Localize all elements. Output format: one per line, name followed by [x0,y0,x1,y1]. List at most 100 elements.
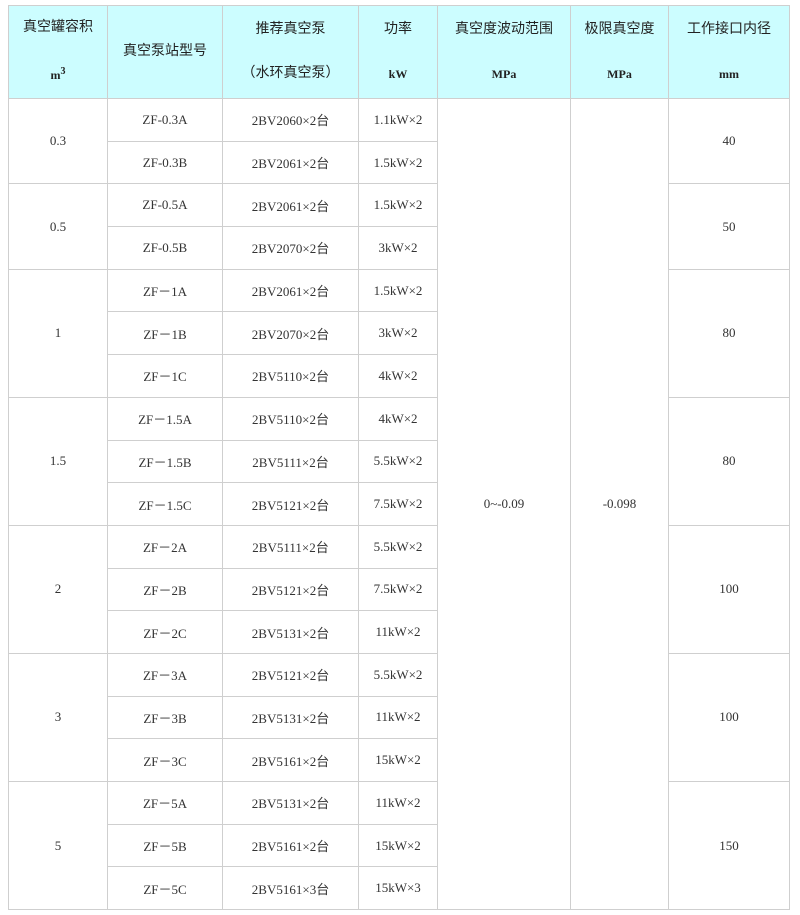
header-pump: 推荐真空泵 （水环真空泵） [222,5,359,99]
header-row: 真空罐容积 m3 真空泵站型号 推荐真空泵 （水环真空泵） 功率 kW 真空度波动范围… [8,5,790,99]
model-cell: ZF－5B [107,823,223,868]
table-row: ZF－1.5B 2BV5111×2台 5.5kW×2 [9,439,790,484]
table-row: ZF-0.3B 2BV2061×2台 1.5kW×2 [9,140,790,185]
diameter-cell: 100 [668,652,790,783]
pump-cell: 2BV5131×2台 [222,610,359,654]
header-volume: 真空罐容积 m3 [8,5,108,99]
header-diameter: 工作接口内径 mm [668,5,790,99]
header-power: 功率 kW [358,5,438,99]
pump-cell: 2BV2060×2台 [222,98,359,142]
power-cell: 4kW×2 [358,396,438,441]
power-cell: 1.1kW×2 [358,98,438,142]
volume-cell: 1.5 [8,396,108,526]
table-row: ZF－5B 2BV5161×2台 15kW×2 [9,823,790,868]
power-cell: 1.5kW×2 [358,268,438,313]
power-cell: 1.5kW×2 [358,140,438,185]
pump-cell: 2BV5121×2台 [222,567,359,612]
model-cell: ZF－3A [107,652,223,697]
power-cell: 7.5kW×2 [358,482,438,526]
pump-cell: 2BV5161×3台 [222,866,359,911]
ultimate-vacuum-cell: -0.098 [570,97,669,911]
model-cell: ZF-0.5A [107,183,223,228]
pump-cell: 2BV5111×2台 [222,439,359,484]
model-cell: ZF－2C [107,610,223,654]
pump-cell: 2BV5121×2台 [222,652,359,697]
pump-cell: 2BV5161×2台 [222,823,359,868]
volume-cell: 3 [8,652,108,783]
table-row: 1 ZF－1A 2BV2061×2台 1.5kW×2 80 [8,268,790,398]
pump-cell: 2BV5131×2台 [222,695,359,740]
power-cell: 11kW×2 [358,781,438,825]
diameter-cell: 80 [668,268,790,398]
volume-cell: 0.5 [8,183,108,270]
diameter-cell: 150 [668,780,790,911]
power-cell: 4kW×2 [358,354,438,398]
table-row: ZF－1C 2BV5110×2台 4kW×2 [9,354,790,398]
pump-cell: 2BV2070×2台 [222,311,359,356]
power-cell: 7.5kW×2 [358,567,438,612]
diameter-cell: 50 [668,183,790,270]
table-row: ZF－3C 2BV5161×2台 15kW×2 [9,738,790,782]
table-row: ZF－1.5C 2BV5121×2台 7.5kW×2 [9,482,790,526]
model-cell: ZF－5A [107,781,223,825]
power-cell: 11kW×2 [358,610,438,654]
model-cell: ZF－1A [107,268,223,313]
power-cell: 5.5kW×2 [358,439,438,484]
model-cell: ZF－1C [107,354,223,398]
table-row: ZF－5C 2BV5161×3台 15kW×3 [9,866,790,911]
power-cell: 11kW×2 [358,695,438,740]
diameter-cell: 80 [668,396,790,526]
power-cell: 15kW×2 [358,823,438,868]
table-row: 1.5 ZF－1.5A 2BV5110×2台 4kW×2 80 [8,396,790,526]
pump-cell: 2BV5161×2台 [222,738,359,782]
model-cell: ZF-0.5B [107,226,223,270]
volume-cell: 0.3 [8,97,108,185]
pump-cell: 2BV5131×2台 [222,781,359,825]
power-cell: 3kW×2 [358,311,438,356]
vacuum-range-cell: 0~-0.09 [437,97,571,911]
model-cell: ZF－3C [107,738,223,782]
pump-cell: 2BV5111×2台 [222,524,359,569]
model-cell: ZF－5C [107,866,223,911]
pump-cell: 2BV5110×2台 [222,396,359,441]
diameter-cell: 100 [668,524,790,654]
power-cell: 1.5kW×2 [358,183,438,228]
model-cell: ZF-0.3A [107,98,223,142]
table-row: 2 ZF－2A 2BV5111×2台 5.5kW×2 100 [8,524,790,654]
volume-cell: 2 [8,524,108,654]
header-range: 真空度波动范围 MPa [437,5,571,99]
table-row: 3 ZF－3A 2BV5121×2台 5.5kW×2 100 [8,652,790,783]
power-cell: 3kW×2 [358,226,438,270]
table-row: 0.5 ZF-0.5A 2BV2061×2台 1.5kW×2 50 [8,183,790,270]
model-cell: ZF－1B [107,311,223,356]
model-cell: ZF－3B [107,695,223,740]
vacuum-pump-station-spec-table: 真空罐容积 m3 真空泵站型号 推荐真空泵 （水环真空泵） 功率 kW 真空度波动范围… [8,5,790,911]
table-row: 0.3 ZF-0.3A 2BV2060×2台 1.1kW×2 0~-0.09 -0.098… [8,97,790,911]
table-row: ZF－1B 2BV2070×2台 3kW×2 [9,311,790,356]
volume-cell: 5 [8,780,108,911]
model-cell: ZF－1.5C [107,482,223,526]
pump-cell: 2BV2061×2台 [222,268,359,313]
model-cell: ZF－2A [107,524,223,569]
pump-cell: 2BV5121×2台 [222,482,359,526]
pump-cell: 2BV2061×2台 [222,140,359,185]
table-row: ZF－2B 2BV5121×2台 7.5kW×2 [9,567,790,612]
pump-cell: 2BV2061×2台 [222,183,359,228]
volume-cell: 1 [8,268,108,398]
table-row: ZF－3B 2BV5131×2台 11kW×2 [9,695,790,740]
header-ultimate: 极限真空度 MPa [570,5,669,99]
table-row: ZF-0.5B 2BV2070×2台 3kW×2 [9,226,790,270]
model-cell: ZF-0.3B [107,140,223,185]
header-model: 真空泵站型号 [107,5,223,99]
pump-cell: 2BV5110×2台 [222,354,359,398]
pump-cell: 2BV2070×2台 [222,226,359,270]
model-cell: ZF－1.5A [107,396,223,441]
model-cell: ZF－2B [107,567,223,612]
power-cell: 5.5kW×2 [358,524,438,569]
power-cell: 15kW×3 [358,866,438,911]
power-cell: 5.5kW×2 [358,652,438,697]
power-cell: 15kW×2 [358,738,438,782]
table-row: 5 ZF－5A 2BV5131×2台 11kW×2 150 [8,780,790,911]
diameter-cell: 40 [668,97,790,185]
table-row: ZF－2C 2BV5131×2台 11kW×2 [9,610,790,654]
